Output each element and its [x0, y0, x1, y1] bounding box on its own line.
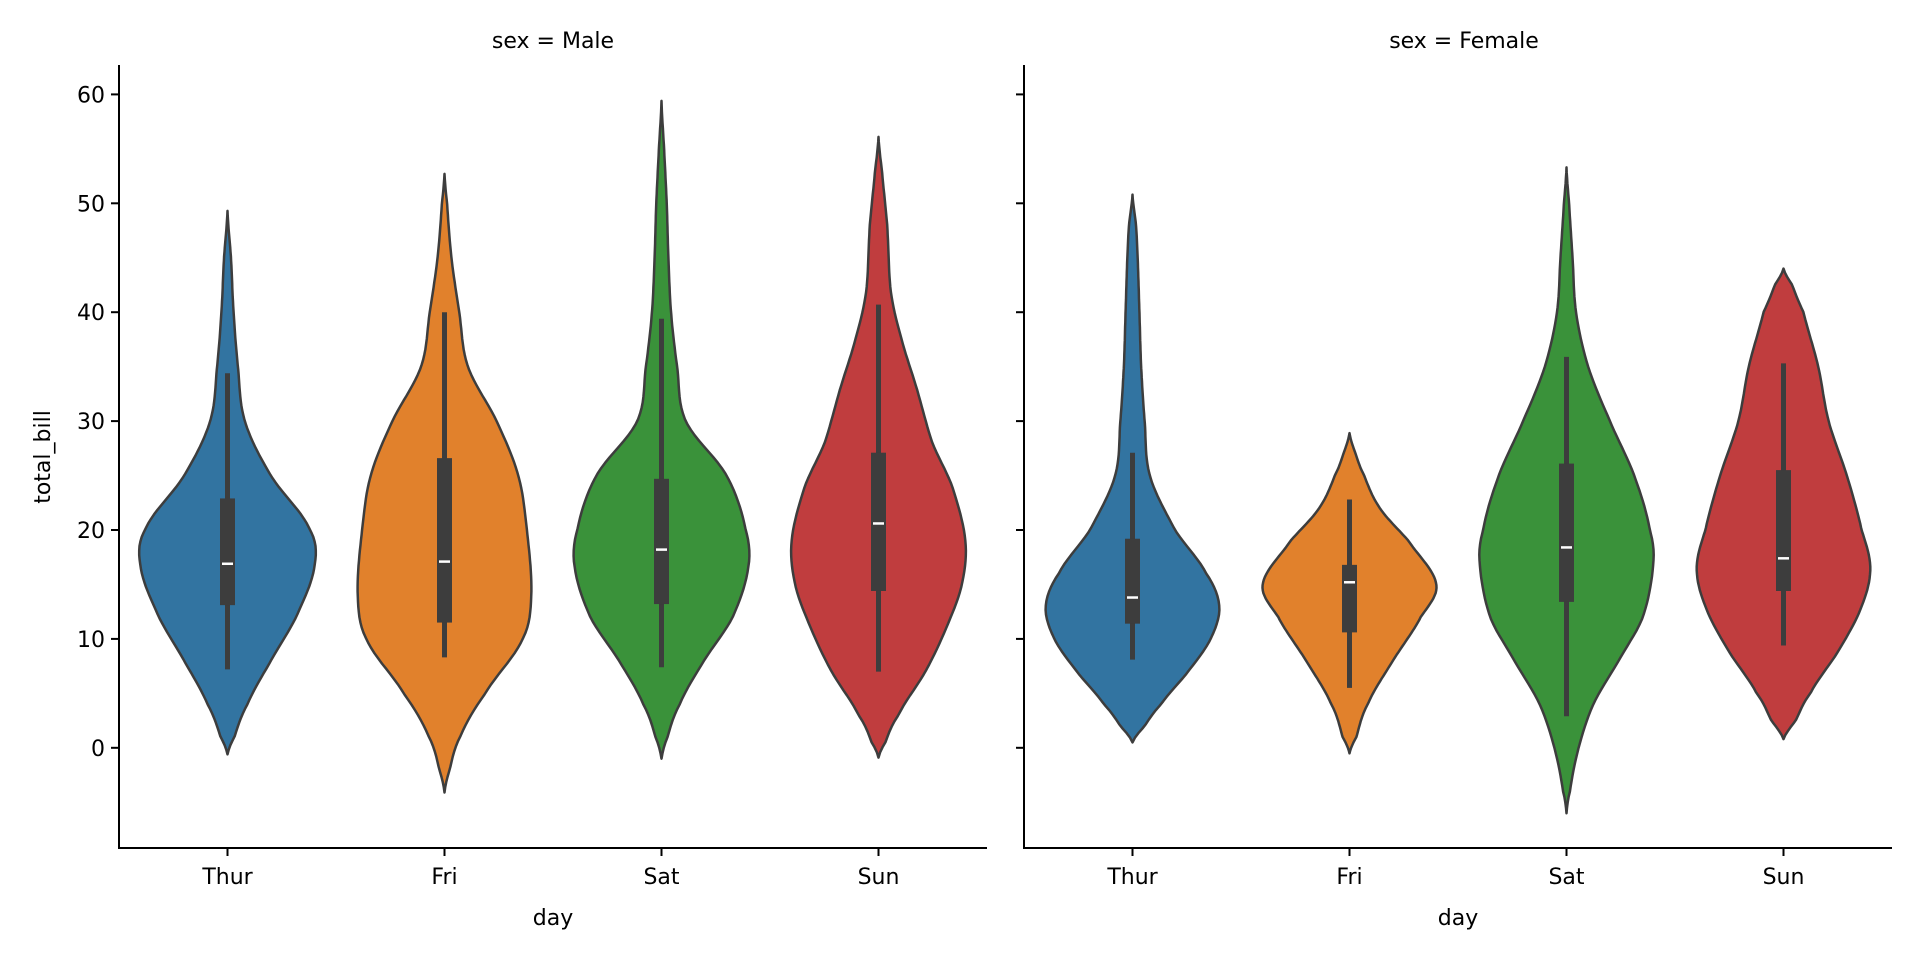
y-tick-label: 0: [91, 737, 105, 762]
y-tick-label: 60: [77, 83, 105, 108]
y-tick-label: 50: [77, 192, 105, 217]
violins-male: [137, 99, 968, 794]
iqr-box: [654, 478, 669, 605]
x-tick-label: Fri: [1336, 865, 1362, 890]
x-tick-label: Sun: [858, 865, 900, 890]
panel-male: sex = Male 0 10 20 30 40 50 60 Thur Fri Sat Sun d…: [31, 29, 987, 931]
y-axis-title: total_bill: [31, 410, 56, 504]
x-tick-label: Sat: [1548, 865, 1584, 890]
panel-female: sex = Female Thur Fri Sat Sun day: [1016, 29, 1892, 931]
y-tick-label: 10: [77, 628, 105, 653]
iqr-box: [1342, 564, 1357, 633]
iqr-box: [220, 498, 235, 606]
y-ticks-male: 0 10 20 30 40 50 60: [77, 83, 119, 762]
y-tick-label: 30: [77, 410, 105, 435]
y-tick-label: 20: [77, 519, 105, 544]
x-tick-label: Thur: [1106, 865, 1158, 890]
iqr-box: [437, 458, 452, 623]
x-tick-label: Sun: [1763, 865, 1805, 890]
y-tick-label: 40: [77, 301, 105, 326]
x-tick-label: Fri: [431, 865, 457, 890]
x-ticks-female: Thur Fri Sat Sun: [1106, 848, 1804, 890]
x-tick-label: Sat: [643, 865, 679, 890]
iqr-box: [1125, 538, 1140, 624]
y-ticks-female: [1016, 93, 1024, 749]
panel-title-female: sex = Female: [1389, 29, 1539, 54]
iqr-box: [1559, 463, 1574, 602]
iqr-box: [871, 452, 886, 591]
x-tick-label: Thur: [201, 865, 253, 890]
violins-female: [1044, 166, 1872, 815]
x-axis-title-male: day: [533, 906, 573, 931]
panel-title-male: sex = Male: [492, 29, 614, 54]
x-axis-title-female: day: [1438, 906, 1478, 931]
x-ticks-male: Thur Fri Sat Sun: [201, 848, 899, 890]
iqr-box: [1776, 470, 1791, 591]
